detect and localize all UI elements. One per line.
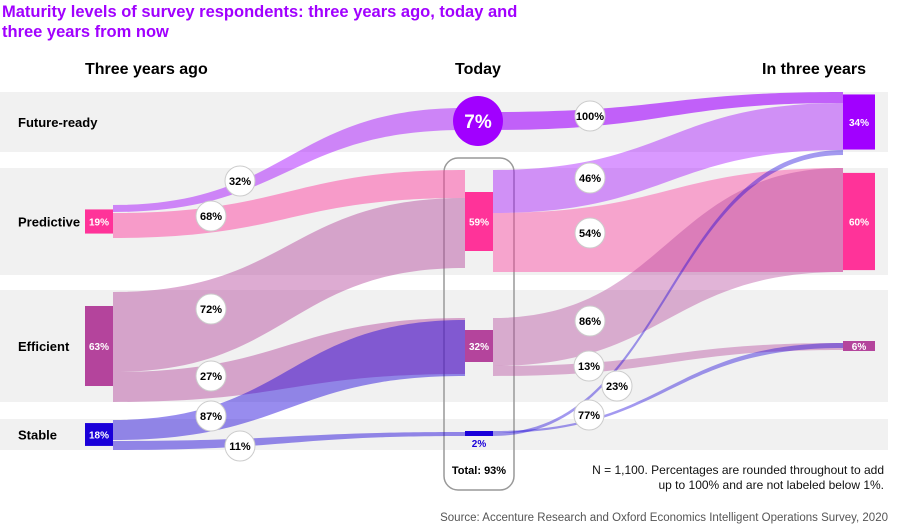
flow-label-today-efficient-to-efficient: 13% (578, 361, 600, 373)
footnote: N = 1,100. Percentages are rounded throu… (592, 463, 884, 492)
flow-today-stable-to-predictive (493, 150, 843, 436)
flow-label-today-predictive-to-predictive-bubble (574, 217, 606, 249)
node-mid-stable (465, 431, 493, 436)
node-mid-predictive (465, 192, 493, 251)
flow-label-today-stable-to-efficient-bubble (601, 370, 633, 402)
flow-label-today-efficient-to-predictive-bubble (574, 305, 606, 337)
column-header-today: Today (455, 61, 501, 78)
node-label-left-predictive: 19% (89, 218, 109, 229)
node-label-mid-stable: 2% (472, 439, 487, 450)
flow-label-today-future-ready-to-future-ready: 100% (576, 111, 604, 123)
node-left-efficient (85, 305, 113, 387)
row-label-predictive: Predictive (18, 215, 80, 230)
today-total-label: Total: 93% (452, 465, 506, 477)
flow-label-3ya-efficient-to-efficient: 27% (200, 371, 222, 383)
flow-label-3ya-stable-to-efficient-bubble (195, 400, 227, 432)
flow-label-3ya-efficient-to-predictive-bubble (195, 293, 227, 325)
flow-label-3ya-predictive-to-future-ready-bubble (224, 165, 256, 197)
node-label-mid-future-ready: 7% (464, 112, 492, 133)
column-header-in-three-years: In three years (762, 61, 867, 78)
row-label-efficient: Efficient (18, 339, 70, 354)
node-right-future-ready (843, 94, 875, 150)
flow-today-predictive-to-predictive (493, 168, 843, 272)
node-label-left-stable: 18% (89, 431, 109, 442)
flow-3ya-predictive-to-future-ready (113, 108, 465, 212)
flow-3ya-stable-to-stable (113, 432, 465, 450)
flow-label-today-stable-to-predictive-bubble (573, 399, 605, 431)
node-label-right-future-ready: 34% (849, 118, 869, 129)
node-left-predictive (85, 209, 113, 234)
node-left-stable (85, 423, 113, 446)
flow-label-3ya-stable-to-stable: 11% (229, 441, 251, 453)
row-label-stable: Stable (18, 428, 57, 443)
flow-3ya-efficient-to-predictive (113, 198, 465, 372)
flow-today-stable-to-efficient (493, 343, 843, 433)
flow-label-today-predictive-to-future-ready-bubble (574, 162, 606, 194)
flow-label-3ya-efficient-to-efficient-bubble (195, 360, 227, 392)
flow-label-3ya-predictive-to-future-ready: 32% (229, 176, 251, 188)
source-note: Source: Accenture Research and Oxford Ec… (440, 512, 888, 524)
node-label-left-efficient: 63% (89, 342, 109, 353)
flow-label-today-stable-to-predictive: 77% (578, 410, 600, 422)
node-label-mid-efficient: 32% (469, 342, 489, 353)
today-total-outline (443, 157, 515, 491)
flow-label-today-predictive-to-future-ready: 46% (579, 173, 601, 185)
flow-label-3ya-predictive-to-predictive-bubble (195, 200, 227, 232)
flow-label-3ya-stable-to-efficient: 87% (200, 411, 222, 423)
node-mid-efficient (465, 330, 493, 362)
node-right-predictive (843, 172, 875, 271)
node-right-efficient (843, 341, 875, 351)
flow-label-today-stable-to-efficient: 23% (606, 381, 628, 393)
node-label-mid-predictive: 59% (469, 218, 489, 229)
flow-label-3ya-efficient-to-predictive: 72% (200, 304, 222, 316)
flow-label-today-predictive-to-predictive: 54% (579, 228, 601, 240)
chart-title: Maturity levels of survey respondents: t… (2, 3, 518, 41)
row-label-future-ready: Future-ready (18, 115, 98, 130)
flow-label-today-efficient-to-efficient-bubble (573, 350, 605, 382)
flow-label-3ya-predictive-to-predictive: 68% (200, 211, 222, 223)
flow-label-3ya-stable-to-stable-bubble (224, 430, 256, 462)
flow-label-today-efficient-to-predictive: 86% (579, 316, 601, 328)
column-header-three-years-ago: Three years ago (85, 61, 208, 78)
node-mid-future-ready (453, 96, 503, 146)
node-label-right-predictive: 60% (849, 218, 869, 229)
flow-label-today-future-ready-to-future-ready-bubble (574, 100, 606, 132)
node-label-right-efficient: 6% (852, 342, 867, 353)
